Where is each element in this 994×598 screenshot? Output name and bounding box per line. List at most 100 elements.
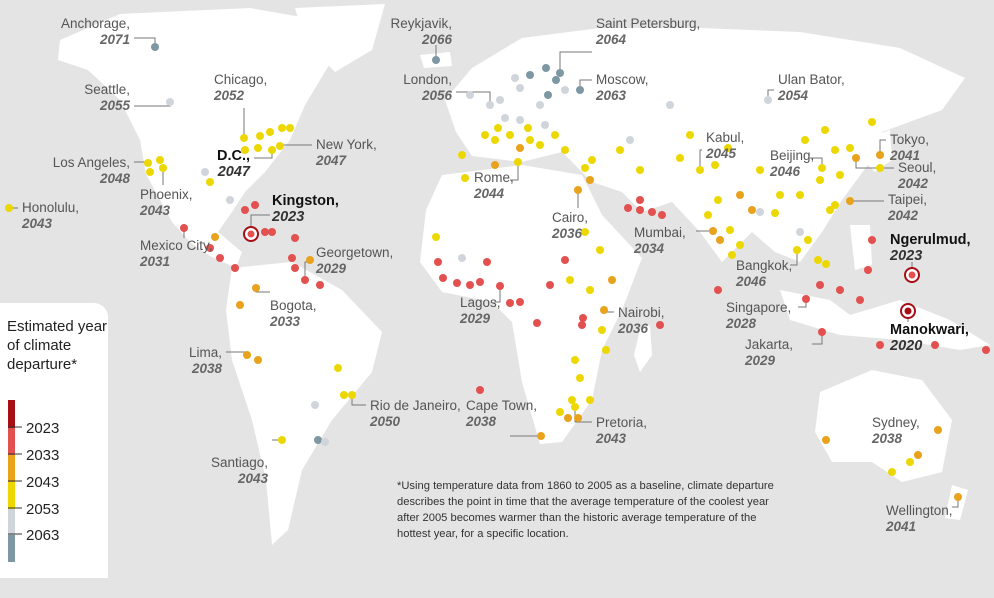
city-year: 2066	[421, 32, 452, 47]
city-dot	[306, 256, 314, 264]
city-name: Lima,	[188, 345, 222, 360]
city-dot	[608, 276, 616, 284]
leader-line	[574, 407, 592, 423]
city-dot	[434, 258, 442, 266]
city-label: Kingston, 2023	[272, 193, 339, 225]
city-dot	[868, 236, 876, 244]
city-dot	[876, 341, 884, 349]
city-dot	[501, 114, 509, 122]
legend-tick: 2053	[26, 501, 60, 518]
city-dot	[724, 144, 732, 152]
city-year: 2028	[726, 316, 757, 331]
city-year: 2044	[474, 186, 505, 201]
city-label: Santiago, 2043	[211, 455, 268, 487]
city-dot	[656, 321, 664, 329]
city-name: Seoul,	[898, 160, 937, 175]
city-dot	[676, 154, 684, 162]
city-dot	[261, 228, 269, 236]
city-dot	[666, 101, 674, 109]
city-dot	[461, 174, 469, 182]
city-dot	[714, 286, 722, 294]
leader-line	[456, 91, 491, 105]
city-dot	[526, 136, 534, 144]
city-year: 2071	[99, 32, 130, 47]
labeled-city-dot	[496, 282, 504, 290]
city-year: 2048	[99, 171, 130, 186]
leader-line	[879, 139, 886, 155]
labeled-city-dot	[166, 98, 174, 106]
city-year: 2042	[898, 176, 929, 191]
city-dot	[536, 141, 544, 149]
city-year: 2063	[596, 88, 627, 103]
city-dot	[796, 191, 804, 199]
city-year: 2041	[886, 519, 917, 534]
city-dot	[314, 436, 322, 444]
city-year: 2043	[22, 216, 53, 231]
city-dot	[636, 196, 644, 204]
city-label: Ngerulmud, 2023	[890, 232, 971, 264]
city-dot	[581, 164, 589, 172]
city-dot	[716, 236, 724, 244]
labeled-city-dot	[276, 142, 284, 150]
city-year: 2042	[888, 208, 919, 223]
city-dot	[334, 364, 342, 372]
city-name: Anchorage,	[60, 16, 130, 31]
city-dot	[146, 168, 154, 176]
city-name: Los Angeles,	[52, 155, 130, 170]
city-label: D.C., 2047	[217, 148, 250, 180]
city-dot	[254, 356, 262, 364]
city-label: Tokyo, 2041	[890, 132, 929, 164]
city-name: Kabul,	[706, 130, 745, 145]
city-dot	[658, 211, 666, 219]
city-year: 2038	[191, 361, 222, 376]
city-name: Mumbai,	[634, 225, 686, 240]
city-name: Reykjavik,	[390, 16, 452, 31]
city-dot	[864, 266, 872, 274]
city-dot	[714, 196, 722, 204]
labeled-city-dot	[709, 227, 717, 235]
city-dot	[588, 156, 596, 164]
city-label: Beijing, 2046	[770, 148, 814, 180]
city-dot	[876, 164, 884, 172]
city-year: 2034	[634, 241, 665, 256]
city-dot	[256, 132, 264, 140]
city-dot	[586, 396, 594, 404]
city-dot	[340, 391, 348, 399]
labeled-city-dot	[904, 307, 912, 315]
city-year: 2046	[736, 274, 767, 289]
labeled-city-dot	[574, 186, 582, 194]
labeled-city-dot	[846, 197, 854, 205]
city-label: Mexico City, 2031	[140, 238, 213, 270]
city-dot	[624, 204, 632, 212]
city-dot	[771, 209, 779, 217]
city-name: Ulan Bator,	[778, 72, 845, 87]
city-year: 2050	[370, 414, 401, 429]
city-dot	[321, 438, 329, 446]
labeled-city-dot	[240, 134, 248, 142]
labeled-city-dot	[151, 43, 159, 51]
city-dot	[756, 166, 764, 174]
city-name: New York,	[316, 137, 377, 152]
city-dot	[156, 156, 164, 164]
new-zealand	[945, 485, 968, 520]
leader-line	[699, 149, 702, 170]
city-dot	[494, 124, 502, 132]
city-name: Bogota,	[270, 298, 317, 313]
city-dot	[466, 91, 474, 99]
labeled-city-dot	[876, 151, 884, 159]
legend-swatch	[8, 400, 15, 428]
labeled-city-dot	[348, 391, 356, 399]
city-dot	[568, 396, 576, 404]
city-name: Cairo,	[552, 210, 589, 225]
city-dot	[476, 386, 484, 394]
city-label: Anchorage, 2071	[61, 16, 130, 48]
legend-swatch	[8, 535, 15, 562]
city-name: Mexico City,	[140, 238, 213, 253]
city-year: 2036	[618, 321, 649, 336]
labeled-city-dot	[576, 86, 584, 94]
city-label: Moscow, 2063	[596, 72, 649, 104]
leader-line	[494, 286, 501, 303]
labeled-city-dot	[514, 158, 522, 166]
city-name: Bangkok,	[736, 258, 793, 273]
city-dot	[726, 226, 734, 234]
